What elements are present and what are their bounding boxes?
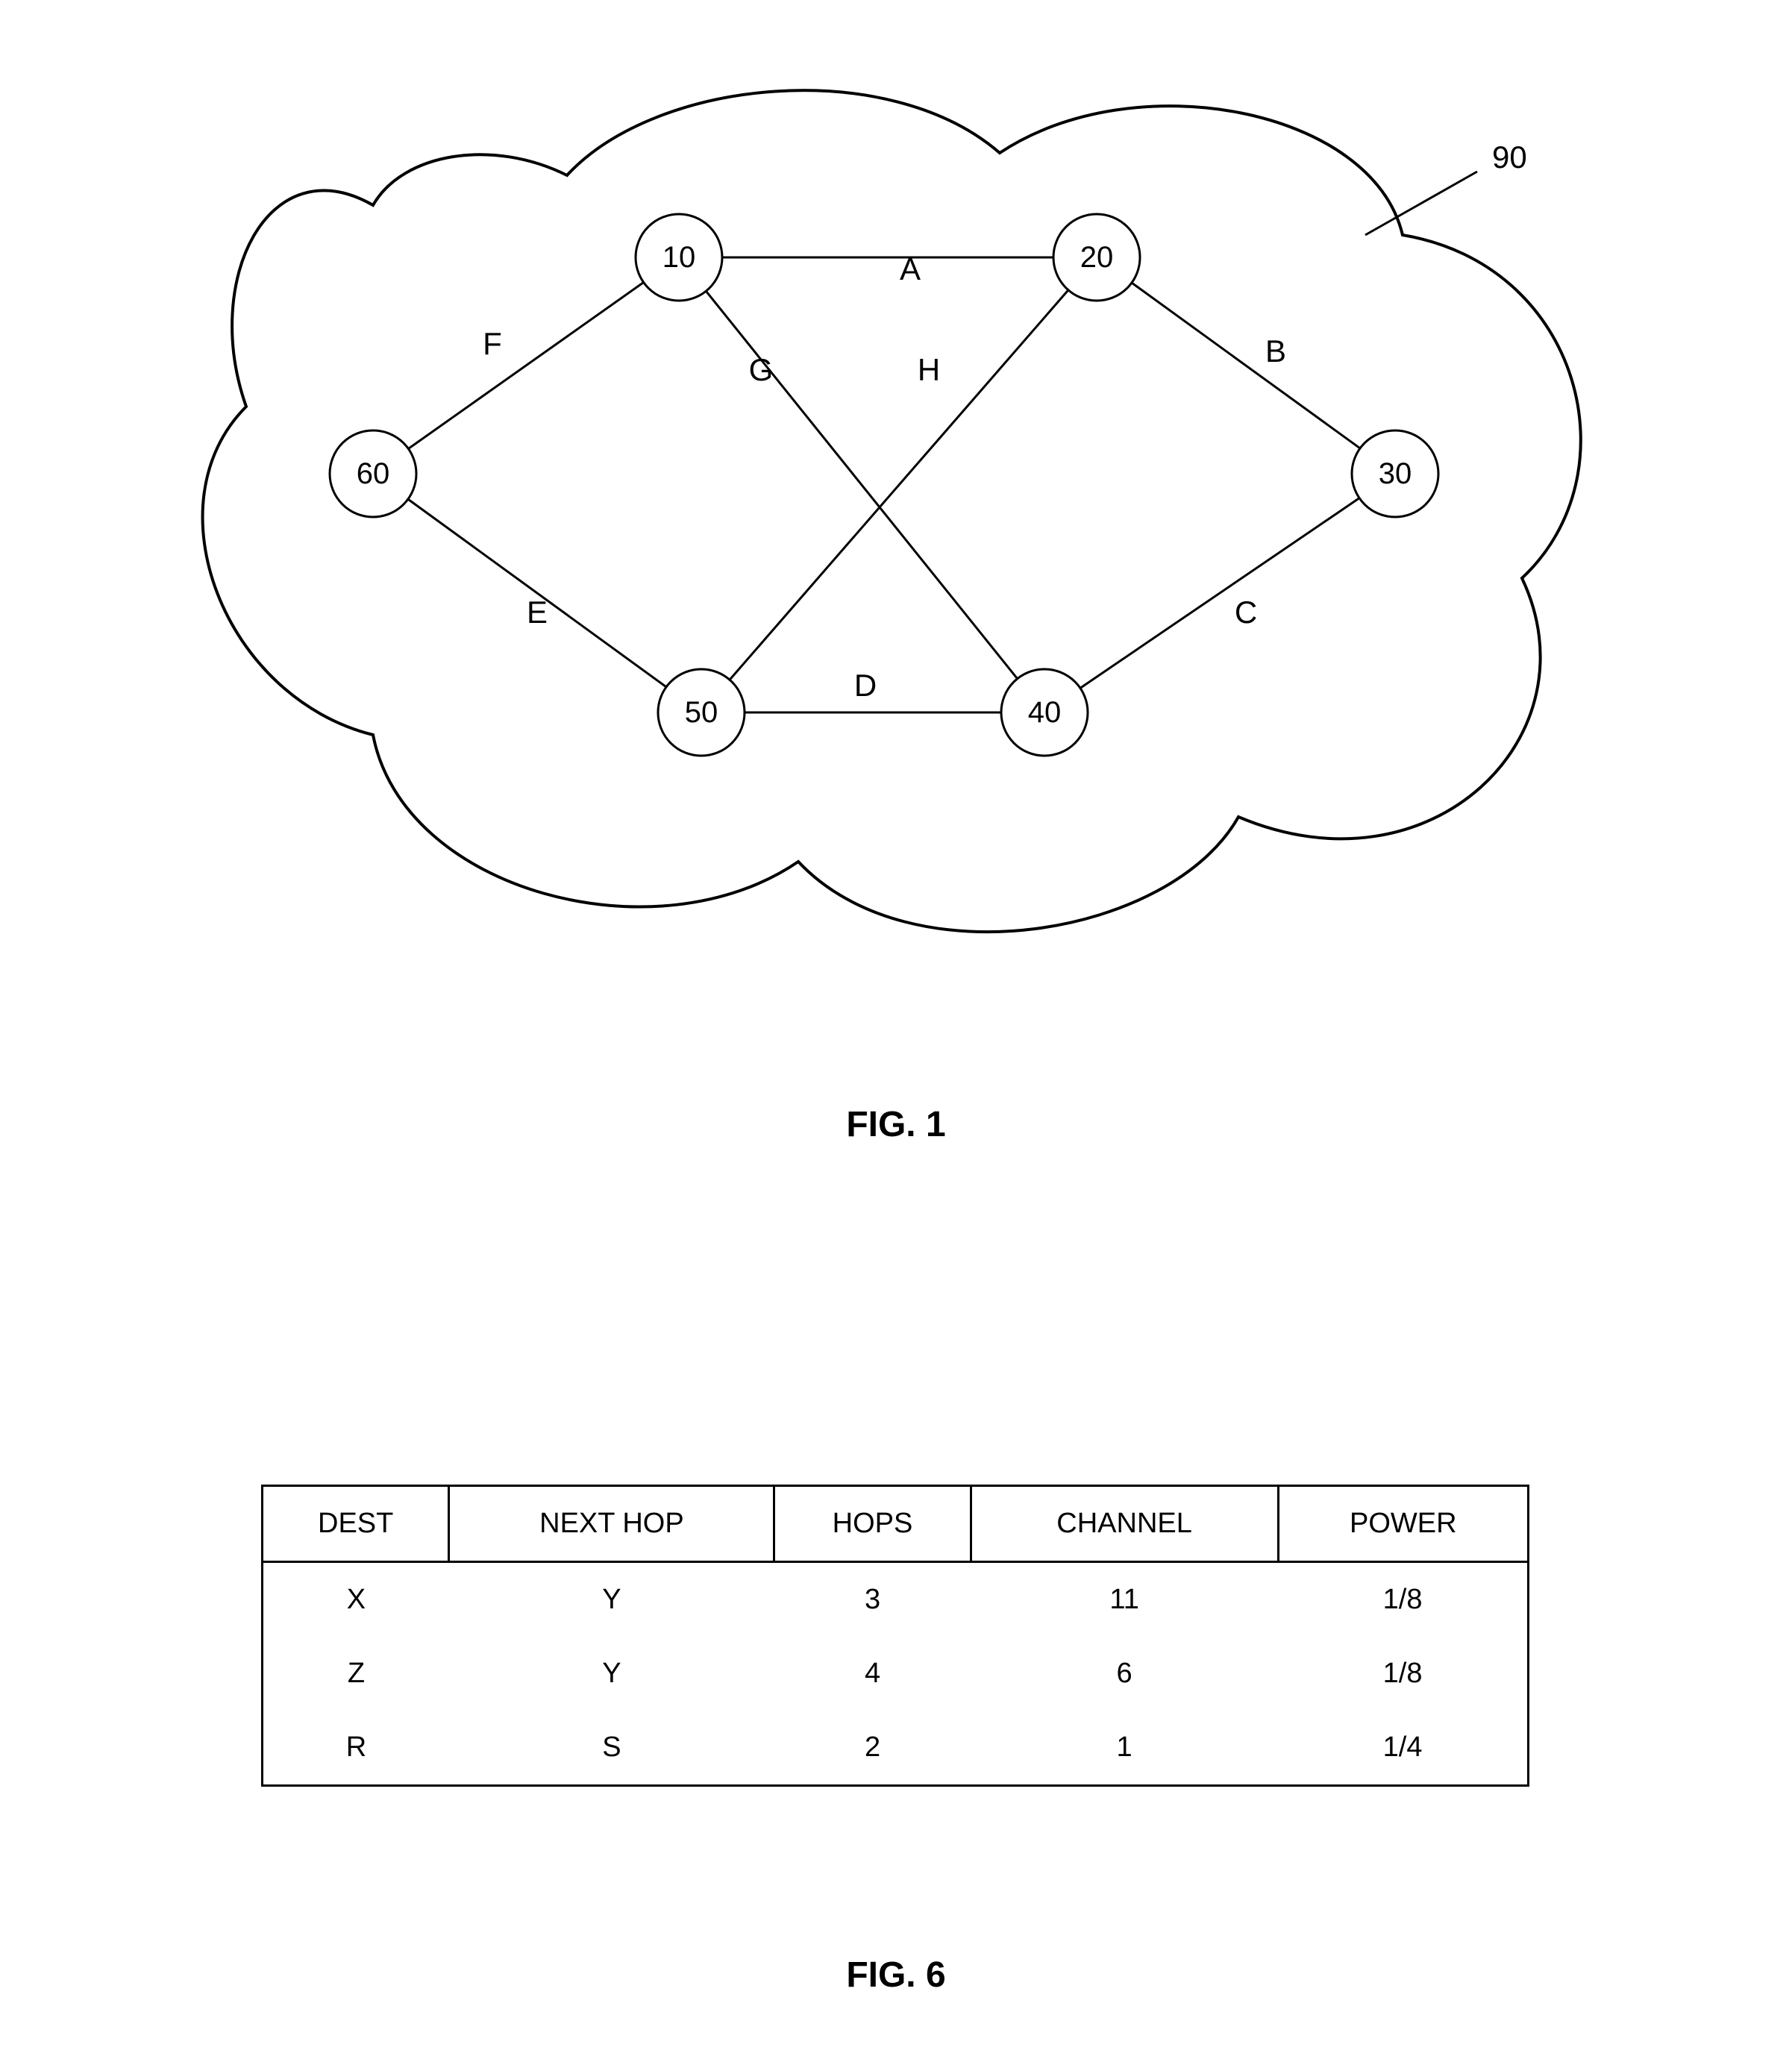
edge-label-h: H [918, 352, 940, 387]
node-label-60: 60 [357, 457, 390, 490]
fig6-caption: FIG. 6 [0, 1955, 1792, 1996]
col-nexthop: NEXT HOP [449, 1486, 774, 1562]
node-label-30: 30 [1379, 457, 1412, 490]
edge-label-d: D [854, 668, 877, 703]
table-row: RS211/4 [263, 1711, 1529, 1786]
routing-table: DEST NEXT HOP HOPS CHANNEL POWER XY3111/… [261, 1485, 1529, 1787]
table-cell: Y [449, 1637, 774, 1711]
table-cell: Y [449, 1562, 774, 1637]
table-header-row: DEST NEXT HOP HOPS CHANNEL POWER [263, 1486, 1529, 1562]
table-cell: 3 [774, 1562, 971, 1637]
table-cell: 4 [774, 1637, 971, 1711]
col-dest: DEST [263, 1486, 449, 1562]
table-cell: R [263, 1711, 449, 1786]
routing-tbody: XY3111/8ZY461/8RS211/4 [263, 1562, 1529, 1786]
table-cell: 1 [971, 1711, 1278, 1786]
node-label-10: 10 [662, 241, 696, 274]
table-row: XY3111/8 [263, 1562, 1529, 1637]
node-label-20: 20 [1080, 241, 1114, 274]
fig1-caption-text: FIG. 1 [846, 1105, 945, 1144]
table-cell: 1/8 [1278, 1562, 1528, 1637]
edge-label-e: E [527, 595, 548, 630]
table-cell: S [449, 1711, 774, 1786]
edge-label-f: F [483, 326, 502, 361]
node-label-40: 40 [1028, 696, 1062, 729]
table-row: ZY461/8 [263, 1637, 1529, 1711]
node-label-50: 50 [685, 696, 718, 729]
col-power: POWER [1278, 1486, 1528, 1562]
table-cell: 1/8 [1278, 1637, 1528, 1711]
fig1-diagram: 90 A B C D E F G H 10 20 30 40 50 60 [179, 30, 1597, 1037]
fig1-svg: 90 A B C D E F G H 10 20 30 40 50 60 [179, 30, 1597, 1037]
table-cell: 1/4 [1278, 1711, 1528, 1786]
fig1-caption: FIG. 1 [0, 1104, 1792, 1145]
edge-label-g: G [749, 352, 774, 387]
col-channel: CHANNEL [971, 1486, 1278, 1562]
fig6-caption-text: FIG. 6 [846, 1955, 945, 1995]
col-hops: HOPS [774, 1486, 971, 1562]
table-cell: 6 [971, 1637, 1278, 1711]
edge-label-c: C [1235, 595, 1257, 630]
callout-label: 90 [1492, 140, 1527, 175]
table-cell: 11 [971, 1562, 1278, 1637]
table-cell: X [263, 1562, 449, 1637]
table-cell: Z [263, 1637, 449, 1711]
fig6-table-area: DEST NEXT HOP HOPS CHANNEL POWER XY3111/… [261, 1485, 1529, 1787]
table-cell: 2 [774, 1711, 971, 1786]
edge-label-b: B [1265, 333, 1286, 369]
edge-label-a: A [900, 251, 921, 286]
